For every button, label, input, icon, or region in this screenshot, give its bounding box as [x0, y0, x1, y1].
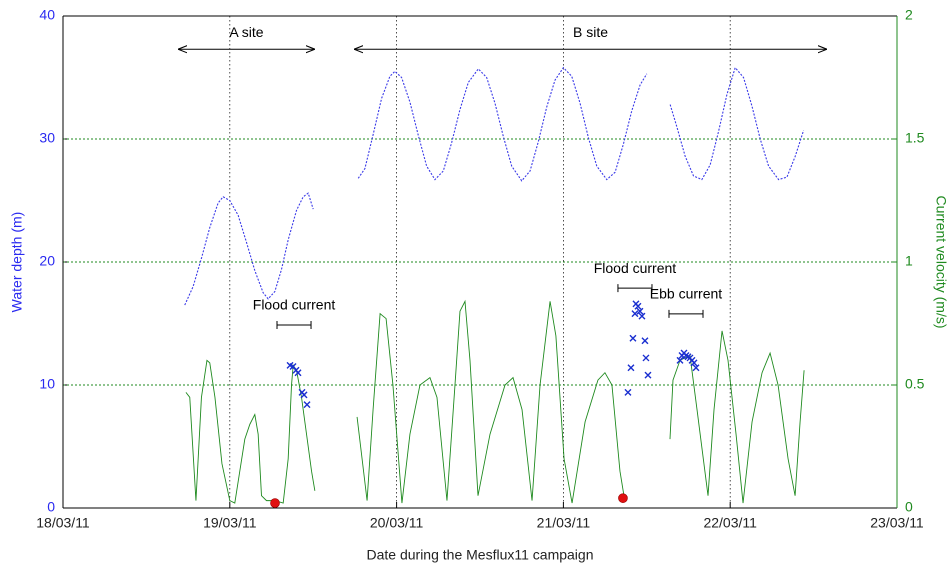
y-tick-label: 30 [39, 130, 55, 146]
x-marker [300, 391, 308, 399]
x-marker [636, 307, 644, 315]
x-marker [638, 312, 646, 320]
x-marker [627, 364, 635, 372]
annotation-text: Ebb current [650, 286, 722, 302]
y2-tick-label: 1.5 [905, 130, 925, 146]
x-tick-label: 22/03/11 [703, 515, 757, 531]
y2-tick-label: 2 [905, 7, 913, 23]
x-marker [642, 354, 650, 362]
y2-tick-label: 0.5 [905, 376, 925, 392]
x-tick-label: 20/03/11 [370, 515, 424, 531]
series-line [184, 66, 805, 306]
dot-marker [618, 493, 628, 503]
x-tick-label: 19/03/11 [203, 515, 257, 531]
x-marker [624, 388, 632, 396]
y-tick-label: 10 [39, 376, 55, 392]
annotation-text: Flood current [253, 297, 336, 313]
y-tick-label: 0 [47, 499, 55, 515]
range-bar [276, 320, 312, 329]
annotation-text: Flood current [594, 260, 677, 276]
x-marker [303, 401, 311, 409]
x-marker [629, 334, 637, 342]
dot-marker [270, 498, 280, 508]
x-marker [294, 369, 302, 377]
x-marker [692, 364, 700, 372]
x-tick-label: 18/03/11 [36, 515, 90, 531]
range-bar [668, 309, 704, 318]
range-bar [617, 284, 653, 293]
annotation-text: A site [229, 24, 263, 40]
x-marker [690, 359, 698, 367]
x-tick-label: 23/03/11 [870, 515, 924, 531]
y-tick-label: 20 [39, 253, 55, 269]
x-marker [644, 371, 652, 379]
x-marker [631, 310, 639, 318]
x-marker [634, 302, 642, 310]
annotation-text: B site [573, 24, 608, 40]
x-tick-label: 21/03/11 [537, 515, 591, 531]
y2-tick-label: 1 [905, 253, 913, 269]
x-marker [676, 356, 684, 364]
y-tick-label: 40 [39, 7, 55, 23]
y-axis-label: Water depth (m) [9, 212, 25, 313]
y2-tick-label: 0 [905, 499, 913, 515]
x-marker [641, 337, 649, 345]
x-axis-label: Date during the Mesflux11 campaign [367, 547, 594, 563]
y2-axis-label: Current velocity (m/s) [933, 195, 949, 328]
